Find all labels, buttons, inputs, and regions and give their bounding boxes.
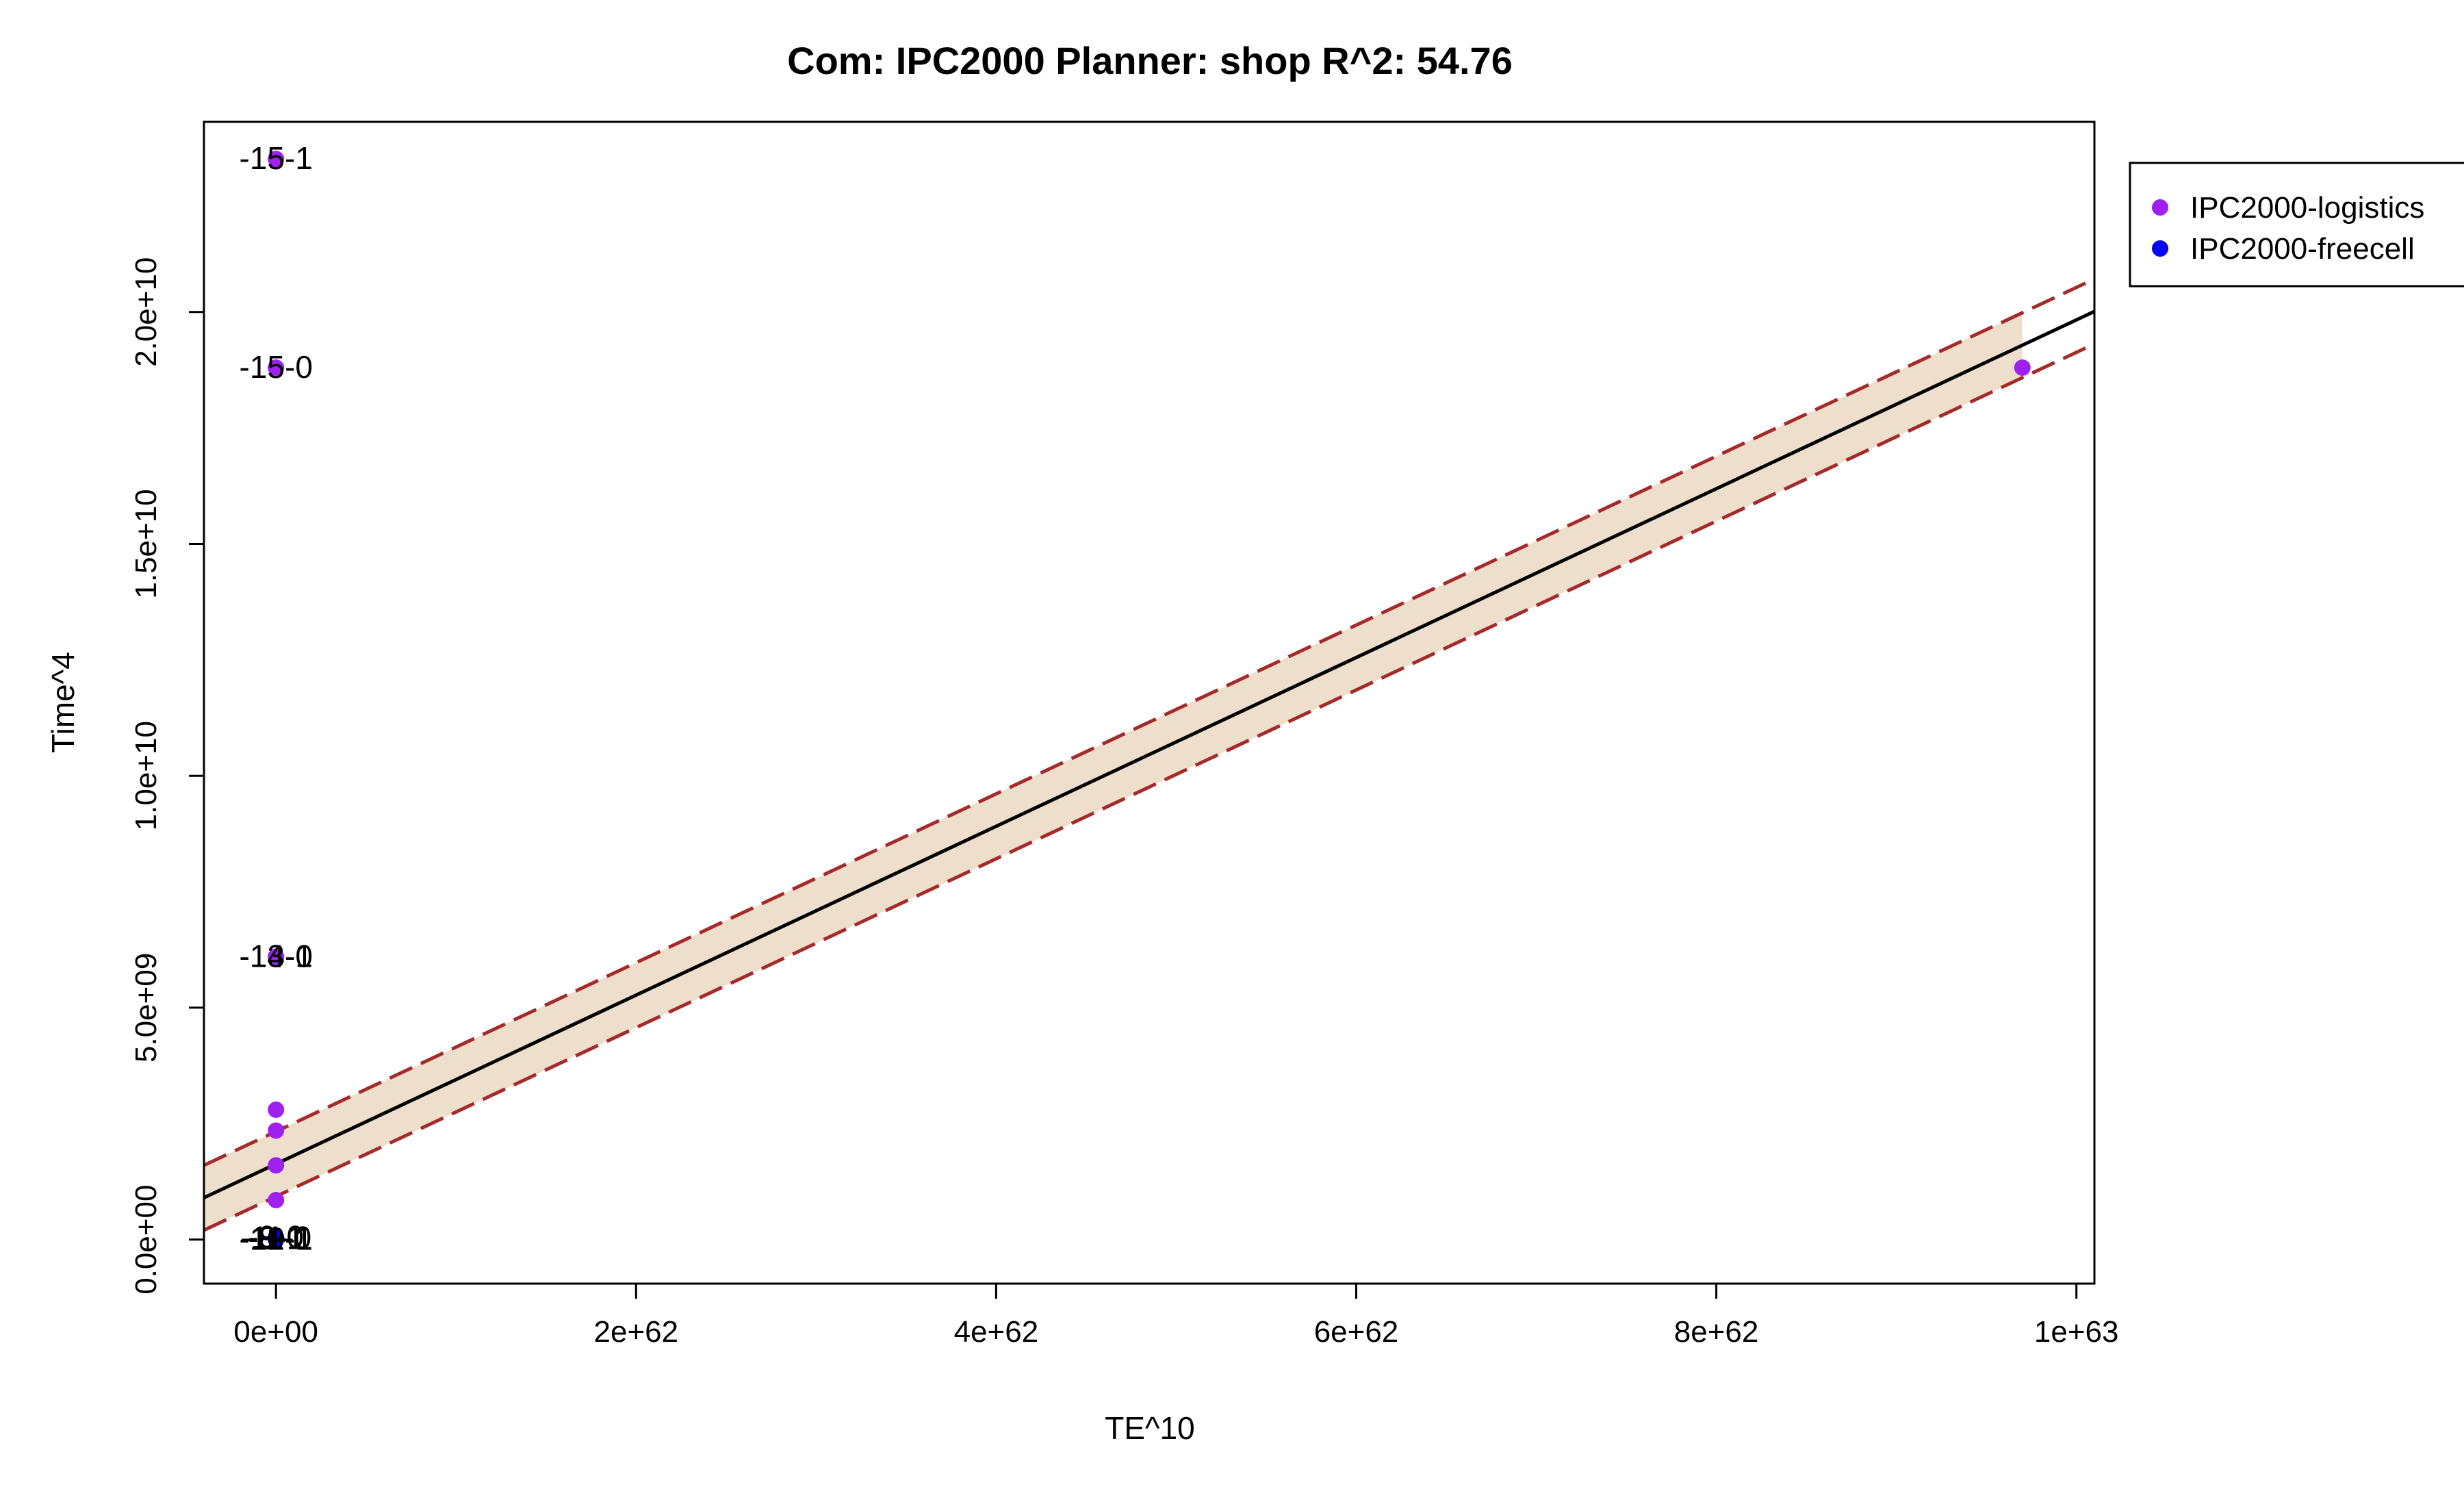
- x-tick-label-4: 8e+62: [1674, 1315, 1759, 1349]
- point-label-1-3: -9-0: [248, 1219, 304, 1254]
- y-tick-label-2: 1.0e+10: [129, 721, 163, 830]
- y-axis: 0.0e+00 5.0e+09 1.0e+10 1.5e+10 2.0e+10: [129, 257, 205, 1295]
- legend-entry-freecell: IPC2000-freecell: [2190, 232, 2415, 266]
- regression-line: [204, 309, 2094, 1199]
- point-labels-layer: -15-1 -15-0 -14-0-13-1 -12-1-11-0-10-1-9-0-…: [240, 140, 313, 1256]
- legend-marker-freecell: [2152, 240, 2168, 257]
- chart-title: Com: IPC2000 Planner: shop R^2: 54.76: [787, 39, 1513, 82]
- x-tick-label-3: 6e+62: [1314, 1315, 1399, 1349]
- data-point-0-1: [268, 359, 285, 377]
- data-point-0-5: [268, 1122, 285, 1139]
- point-label-0-1: -15-0: [240, 349, 313, 385]
- y-tick-label-1: 5.0e+09: [129, 953, 163, 1062]
- y-tick-label-0: 0.0e+00: [129, 1185, 163, 1295]
- y-axis-label: Time^4: [45, 652, 81, 753]
- y-tick-label-3: 1.5e+10: [129, 489, 163, 598]
- legend: IPC2000-logistics IPC2000-freecell: [2129, 162, 2464, 288]
- data-point-1-4: [268, 1230, 285, 1247]
- data-point-0-3: [268, 948, 285, 965]
- legend-box: [2129, 162, 2464, 288]
- x-axis: 0e+00 2e+62 4e+62 6e+62 8e+62 1e+63: [233, 1282, 2119, 1349]
- x-axis-label: TE^10: [1105, 1410, 1195, 1446]
- point-label-1-4: -8-1: [248, 1220, 304, 1256]
- lower-band-line: [204, 342, 2094, 1232]
- point-label-1-0: -12-1: [240, 1221, 313, 1257]
- data-point-0-0: [268, 151, 285, 168]
- upper-band-line: [204, 277, 2094, 1167]
- point-label-0-3: -13-1: [240, 938, 313, 973]
- legend-entry-logistics: IPC2000-logistics: [2190, 191, 2424, 225]
- y-tick-label-4: 2.0e+10: [129, 257, 163, 367]
- data-points-layer: [268, 151, 2031, 1248]
- data-point-0-4: [268, 1101, 285, 1118]
- point-label-0-0: -15-1: [240, 140, 313, 176]
- plot-frame: [203, 120, 2096, 1285]
- data-point-0-6: [268, 1157, 285, 1174]
- x-tick-label-0: 0e+00: [233, 1315, 318, 1349]
- point-label-1-2: -10-1: [240, 1221, 313, 1256]
- data-point-0-8: [2014, 359, 2031, 377]
- x-tick-label-1: 2e+62: [594, 1315, 679, 1349]
- x-tick-label-5: 1e+63: [2034, 1315, 2119, 1349]
- x-tick-label-2: 4e+62: [954, 1315, 1039, 1349]
- fit-line-layer: [204, 277, 2094, 1232]
- legend-marker-logistics: [2152, 199, 2168, 216]
- point-label-0-2: -14-0: [240, 938, 313, 973]
- point-label-1-1: -11-0: [240, 1220, 311, 1256]
- data-point-0-7: [268, 1192, 285, 1209]
